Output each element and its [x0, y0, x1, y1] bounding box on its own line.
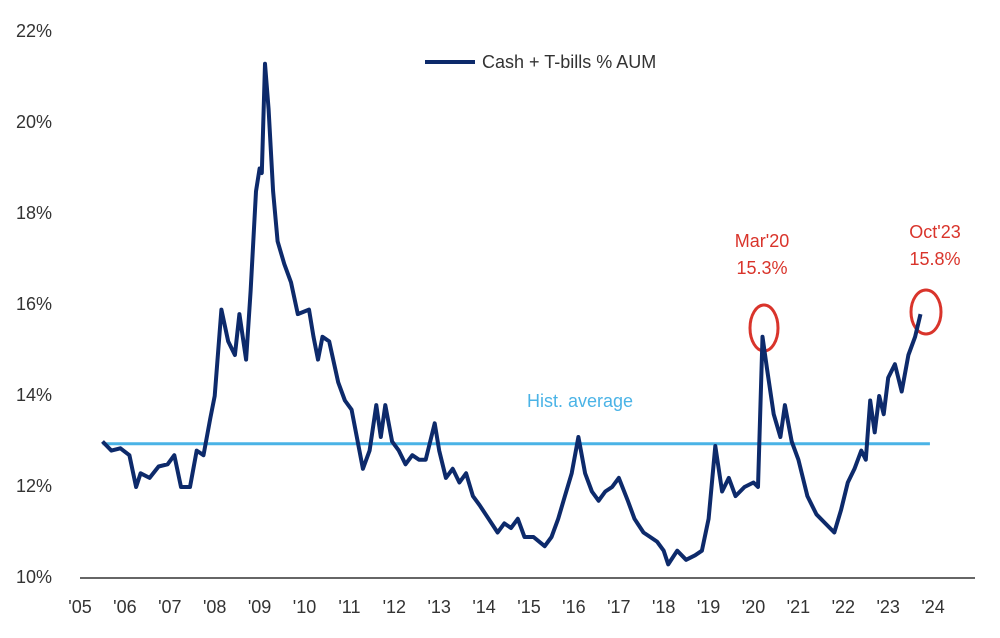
- x-tick-label: '10: [293, 597, 316, 617]
- x-tick-label: '07: [158, 597, 181, 617]
- x-tick-label: '16: [562, 597, 585, 617]
- x-tick-label: '24: [921, 597, 944, 617]
- annotation-value: 15.8%: [909, 249, 960, 269]
- annotation-date: Oct'23: [909, 222, 960, 242]
- y-tick-label: 14%: [16, 385, 52, 405]
- data-line: [101, 61, 923, 567]
- x-tick-label: '11: [338, 597, 360, 617]
- y-tick-label: 10%: [16, 567, 52, 587]
- x-tick-label: '06: [113, 597, 136, 617]
- annotation-value: 15.3%: [736, 258, 787, 278]
- x-tick-label: '05: [68, 597, 91, 617]
- x-tick-label: '08: [203, 597, 226, 617]
- y-tick-label: 20%: [16, 112, 52, 132]
- hist-average-label: Hist. average: [527, 391, 633, 411]
- y-tick-label: 22%: [16, 21, 52, 41]
- x-tick-label: '22: [832, 597, 855, 617]
- x-tick-label: '18: [652, 597, 675, 617]
- x-tick-label: '15: [517, 597, 540, 617]
- annotation-circle: [909, 288, 943, 336]
- x-tick-label: '21: [787, 597, 810, 617]
- x-tick-label: '13: [427, 597, 450, 617]
- y-tick-label: 12%: [16, 476, 52, 496]
- x-tick-label: '09: [248, 597, 271, 617]
- legend-label: Cash + T-bills % AUM: [482, 52, 656, 72]
- y-tick-label: 16%: [16, 294, 52, 314]
- x-tick-label: '23: [876, 597, 899, 617]
- x-tick-label: '17: [607, 597, 630, 617]
- x-tick-label: '12: [383, 597, 406, 617]
- x-tick-label: '19: [697, 597, 720, 617]
- y-tick-label: 18%: [16, 203, 52, 223]
- annotation-date: Mar'20: [735, 231, 789, 251]
- x-tick-label: '14: [472, 597, 495, 617]
- x-tick-label: '20: [742, 597, 765, 617]
